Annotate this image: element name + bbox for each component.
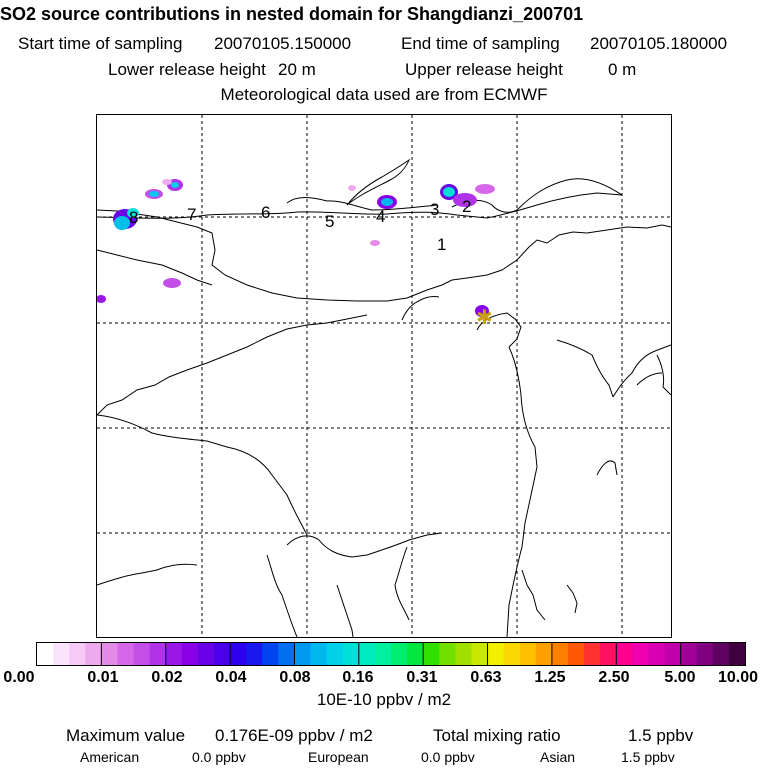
colorbar-graphic — [37, 643, 745, 665]
source-marker-6: 6 — [261, 203, 271, 222]
source-marker-1: 1 — [437, 235, 447, 254]
colorbar-tick: 5.00 — [664, 669, 696, 686]
colorbar-swatch — [680, 643, 698, 665]
colorbar-swatch — [728, 643, 745, 665]
colorbar-tick: 0.04 — [215, 669, 247, 686]
colorbar-swatch — [391, 643, 408, 665]
colorbar-tick: 0.16 — [342, 669, 374, 686]
colorbar-swatch — [664, 643, 682, 665]
map-panel: 1 2 3 4 5 6 7 8 ✱ — [96, 114, 672, 638]
colorbar-swatch — [712, 643, 730, 665]
concentration-plumes — [97, 179, 495, 317]
lower-release-value: 20 m — [278, 60, 316, 79]
map-graphic — [97, 115, 671, 637]
colorbar-swatch — [487, 643, 505, 665]
colorbar-swatch — [230, 643, 247, 665]
colorbar-swatch — [439, 643, 456, 665]
colorbar-tick: 0.31 — [406, 669, 438, 686]
source-marker-7: 7 — [187, 205, 197, 224]
map-borders — [97, 158, 671, 637]
colorbar-tick: 10.00 — [717, 669, 759, 686]
colorbar-swatch — [374, 643, 392, 665]
colorbar-tick: 0.02 — [151, 669, 183, 686]
met-data-note: Meteorological data used are from ECMWF — [220, 85, 548, 104]
colorbar-swatch — [535, 643, 553, 665]
asian-value: 1.5 ppbv — [621, 749, 675, 765]
colorbar-swatch — [310, 643, 328, 665]
colorbar — [36, 642, 746, 666]
lower-release-label: Lower release height — [108, 60, 266, 79]
source-marker-2: 2 — [462, 197, 472, 216]
colorbar-swatch — [326, 643, 344, 665]
colorbar-tick: 0.01 — [87, 669, 119, 686]
colorbar-swatch — [278, 643, 296, 665]
colorbar-swatch — [407, 643, 424, 665]
source-marker-8: 8 — [129, 208, 139, 227]
colorbar-swatch — [616, 643, 633, 665]
total-mixing-label: Total mixing ratio — [433, 726, 561, 745]
colorbar-swatch — [214, 643, 231, 665]
colorbar-swatch — [85, 643, 102, 665]
source-marker-3: 3 — [430, 200, 440, 219]
colorbar-tick: 0.08 — [279, 669, 311, 686]
source-marker-5: 5 — [325, 212, 335, 231]
colorbar-swatch — [471, 643, 489, 665]
colorbar-swatch — [632, 643, 650, 665]
american-value: 0.0 ppbv — [192, 749, 246, 765]
colorbar-swatch — [423, 643, 440, 665]
colorbar-swatch — [165, 643, 183, 665]
station-star-icon: ✱ — [476, 307, 493, 329]
start-time-label: Start time of sampling — [18, 34, 183, 53]
map-grid — [97, 115, 671, 637]
colorbar-swatch — [246, 643, 263, 665]
european-label: European — [308, 749, 369, 765]
asian-label: Asian — [540, 749, 576, 765]
colorbar-swatch — [262, 643, 279, 665]
upper-release-label: Upper release height — [405, 60, 563, 79]
end-time-value: 20070105.180000 — [590, 34, 728, 53]
source-marker-4: 4 — [376, 207, 386, 226]
colorbar-swatch — [101, 643, 119, 665]
colorbar-swatch — [342, 643, 360, 665]
colorbar-swatch — [519, 643, 537, 665]
colorbar-swatch — [133, 643, 151, 665]
colorbar-swatch — [455, 643, 473, 665]
colorbar-tick: 0.63 — [470, 669, 502, 686]
upper-release-value: 0 m — [608, 60, 637, 79]
max-value: 0.176E-09 ppbv / m2 — [215, 726, 373, 745]
colorbar-swatch — [648, 643, 666, 665]
colorbar-swatch — [584, 643, 601, 665]
colorbar-unit: 10E-10 ppbv / m2 — [316, 690, 452, 709]
colorbar-tick: 1.25 — [534, 669, 566, 686]
colorbar-swatch — [37, 643, 54, 665]
colorbar-tick: 0.00 — [3, 669, 35, 686]
plot-title: SO2 source contributions in nested domai… — [0, 4, 584, 24]
colorbar-swatch — [600, 643, 617, 665]
european-value: 0.0 ppbv — [421, 749, 475, 765]
end-time-label: End time of sampling — [401, 34, 560, 53]
colorbar-swatch — [696, 643, 714, 665]
colorbar-swatch — [53, 643, 70, 665]
start-time-value: 20070105.150000 — [214, 34, 352, 53]
american-label: American — [80, 749, 140, 765]
colorbar-swatch — [358, 643, 376, 665]
total-mixing-value: 1.5 ppbv — [628, 726, 694, 745]
colorbar-swatch — [197, 643, 215, 665]
colorbar-swatch — [149, 643, 167, 665]
colorbar-swatch — [294, 643, 312, 665]
colorbar-swatch — [69, 643, 86, 665]
colorbar-swatch — [568, 643, 585, 665]
colorbar-swatch — [117, 643, 135, 665]
colorbar-swatch — [551, 643, 569, 665]
colorbar-swatch — [503, 643, 521, 665]
colorbar-tick: 2.50 — [598, 669, 630, 686]
colorbar-swatch — [181, 643, 199, 665]
max-value-label: Maximum value — [66, 726, 186, 745]
